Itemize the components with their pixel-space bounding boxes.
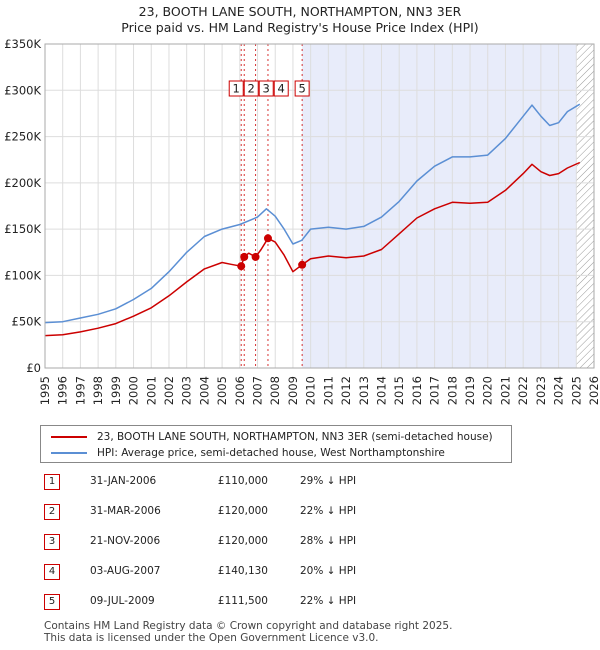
x-tick-label: 2009 (286, 376, 300, 405)
sale-price: £140,130 (217, 565, 268, 577)
x-tick-label: 2007 (251, 376, 265, 405)
sale-number-badge: 3 (44, 534, 60, 550)
y-tick-label: £100K (4, 268, 41, 282)
table-row: 1 31-JAN-2006 £110,000 29% ↓ HPI (44, 474, 384, 504)
legend-label-hpi: HPI: Average price, semi-detached house,… (97, 447, 445, 459)
x-tick-label: 2010 (304, 376, 318, 405)
sale-price: £120,000 (217, 535, 268, 547)
hatched-region (576, 44, 594, 368)
sale-label-text: 4 (278, 82, 285, 96)
y-tick-label: £300K (4, 83, 41, 97)
sale-point (237, 262, 246, 271)
x-tick-label: 2016 (410, 376, 424, 405)
x-tick-label: 2006 (233, 376, 247, 405)
table-row: 2 31-MAR-2006 £120,000 22% ↓ HPI (44, 504, 384, 534)
x-tick-label: 1995 (38, 376, 52, 405)
sale-price: £111,500 (217, 595, 268, 607)
x-tick-label: 2014 (374, 376, 388, 405)
x-tick-label: 2003 (180, 376, 194, 405)
sale-date: 31-JAN-2006 (90, 475, 157, 487)
sale-hpi-delta: 20% ↓ HPI (300, 565, 357, 577)
x-tick-label: 2001 (144, 376, 158, 405)
legend-item-property: 23, BOOTH LANE SOUTH, NORTHAMPTON, NN3 3… (51, 430, 493, 444)
table-row: 3 21-NOV-2006 £120,000 28% ↓ HPI (44, 534, 384, 564)
sales-table: 1 31-JAN-2006 £110,000 29% ↓ HPI 2 31-MA… (44, 474, 384, 624)
sale-label-text: 1 (233, 82, 240, 96)
sale-point (240, 252, 249, 261)
sale-hpi-delta: 29% ↓ HPI (300, 475, 357, 487)
sale-date: 31-MAR-2006 (90, 505, 161, 517)
legend-swatch-hpi (51, 452, 87, 454)
plot-frame (44, 43, 595, 369)
x-tick-label: 2019 (463, 376, 477, 405)
property-price-line (44, 161, 581, 337)
x-tick-label: 2000 (127, 376, 141, 405)
sale-point (263, 234, 272, 243)
x-tick-label: 2008 (268, 376, 282, 405)
sale-label-box (258, 80, 274, 97)
x-tick-label: 2017 (428, 376, 442, 405)
y-tick-label: £250K (4, 130, 41, 144)
x-tick-label: 1999 (109, 376, 123, 405)
legend-label-property: 23, BOOTH LANE SOUTH, NORTHAMPTON, NN3 3… (97, 431, 493, 443)
chart-subtitle: Price paid vs. HM Land Registry's House … (121, 20, 479, 35)
x-tick-label: 2020 (481, 376, 495, 405)
shaded-region (302, 44, 577, 368)
footer-attribution: Contains HM Land Registry data © Crown c… (44, 620, 452, 644)
table-row: 4 03-AUG-2007 £140,130 20% ↓ HPI (44, 564, 384, 594)
sale-hpi-delta: 28% ↓ HPI (300, 535, 357, 547)
sale-label-box (273, 80, 289, 97)
x-tick-label: 1996 (56, 376, 70, 405)
sale-number-badge: 2 (44, 504, 60, 520)
sale-label-box (228, 80, 244, 97)
x-tick-label: 2005 (215, 376, 229, 405)
sale-number-badge: 4 (44, 564, 60, 580)
sale-number-badge: 5 (44, 594, 60, 610)
sale-hpi-delta: 22% ↓ HPI (300, 505, 357, 517)
x-tick-label: 2021 (498, 376, 512, 405)
sale-hpi-delta: 22% ↓ HPI (300, 595, 357, 607)
x-tick-label: 2004 (197, 376, 211, 405)
x-tick-label: 1997 (73, 376, 87, 405)
table-row: 5 09-JUL-2009 £111,500 22% ↓ HPI (44, 594, 384, 624)
footer-line-2: This data is licensed under the Open Gov… (44, 632, 379, 644)
sale-price: £120,000 (217, 505, 268, 517)
y-tick-label: £350K (4, 37, 41, 51)
sale-label-box (294, 80, 310, 97)
sale-point (251, 252, 260, 261)
sale-label-text: 2 (248, 82, 255, 96)
sale-date: 21-NOV-2006 (90, 535, 161, 547)
legend-swatch-property (51, 436, 87, 438)
x-tick-label: 2026 (587, 376, 600, 405)
hpi-line (44, 103, 581, 324)
x-tick-label: 2018 (445, 376, 459, 405)
sale-label-text: 5 (298, 82, 305, 96)
sale-label-text: 3 (263, 82, 270, 96)
y-tick-label: £0 (26, 361, 41, 375)
x-tick-label: 2002 (162, 376, 176, 405)
sale-point (298, 260, 307, 269)
legend-item-hpi: HPI: Average price, semi-detached house,… (51, 446, 445, 460)
y-tick-label: £200K (4, 176, 41, 190)
x-tick-label: 1998 (91, 376, 105, 405)
chart-title: 23, BOOTH LANE SOUTH, NORTHAMPTON, NN3 3… (138, 4, 462, 19)
x-tick-label: 2013 (357, 376, 371, 405)
footer-line-1: Contains HM Land Registry data © Crown c… (44, 620, 453, 632)
y-tick-label: £50K (12, 315, 42, 329)
sale-label-box (243, 80, 259, 97)
chart-legend: 23, BOOTH LANE SOUTH, NORTHAMPTON, NN3 3… (40, 425, 512, 463)
y-tick-label: £150K (4, 222, 41, 236)
sale-date: 09-JUL-2009 (90, 595, 155, 607)
sale-price: £110,000 (217, 475, 268, 487)
x-tick-label: 2011 (321, 376, 335, 405)
x-tick-label: 2015 (392, 376, 406, 405)
x-tick-label: 2022 (516, 376, 530, 405)
sale-date: 03-AUG-2007 (90, 565, 161, 577)
x-tick-label: 2023 (534, 376, 548, 405)
x-tick-label: 2012 (339, 376, 353, 405)
sale-number-badge: 1 (44, 474, 60, 490)
x-tick-label: 2025 (569, 376, 583, 405)
x-tick-label: 2024 (552, 376, 566, 405)
